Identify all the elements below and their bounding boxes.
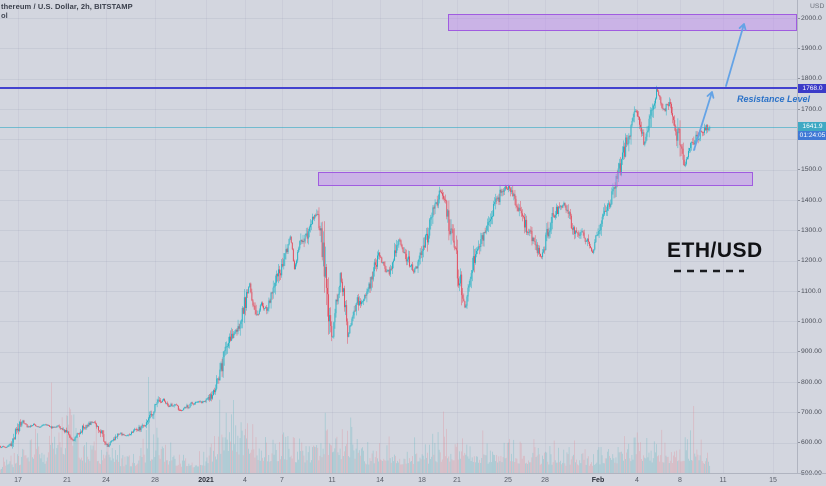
price-tick-label: 900.00	[798, 348, 826, 355]
bar-countdown-label: 01:24:05	[798, 131, 826, 141]
time-tick-label: 14	[376, 477, 384, 484]
price-tick-label: 1800.0	[798, 75, 826, 82]
price-tick-label: 1400.0	[798, 197, 826, 204]
current-price-line	[0, 127, 797, 128]
price-tick-label: 1500.0	[798, 166, 826, 173]
time-axis[interactable]: 17 21 24 28 2021 4 7 11 14 18 21 25 28 Feb 4 8 11 15	[0, 473, 826, 486]
volume-indicator-label: ol	[1, 11, 8, 20]
projection-arrow-2[interactable]	[725, 23, 747, 87]
eth-usd-dashed-underline	[674, 269, 744, 273]
time-tick-label: 8	[678, 477, 682, 484]
time-tick-label: 21	[63, 477, 71, 484]
price-tick-label: 1300.0	[798, 227, 826, 234]
price-chart-canvas[interactable]	[0, 0, 797, 473]
time-tick-label: 24	[102, 477, 110, 484]
upper-target-zone[interactable]	[448, 14, 797, 31]
time-tick-label: Feb	[591, 477, 605, 484]
price-tick-label: 1900.0	[798, 45, 826, 52]
price-tick-label: 600.00	[798, 439, 826, 446]
time-tick-label: 25	[504, 477, 512, 484]
price-tick-label: 1000.0	[798, 318, 826, 325]
price-tick-label: 1200.0	[798, 257, 826, 264]
price-axis[interactable]: USD 1768.0 1641.9 01:24:05 2000.0 1900.0 1…	[797, 0, 826, 477]
time-tick-label: 21	[453, 477, 461, 484]
projection-arrow-1[interactable]	[693, 91, 715, 151]
price-tick-label: 1100.0	[798, 288, 826, 295]
price-tick-label: 800.00	[798, 379, 826, 386]
eth-usd-label[interactable]: ETH/USD	[667, 239, 763, 262]
price-tick-label: 700.00	[798, 409, 826, 416]
resistance-line[interactable]	[0, 87, 797, 90]
time-tick-label: 2021	[198, 477, 214, 484]
price-axis-unit-label: USD	[810, 3, 825, 10]
projection-arrows[interactable]	[0, 0, 797, 473]
resistance-level-label[interactable]: Resistance Level	[737, 94, 811, 105]
time-tick-label: 28	[541, 477, 549, 484]
breakout-retest-zone[interactable]	[318, 172, 753, 187]
time-tick-label: 11	[719, 477, 727, 484]
time-tick-label: 4	[243, 477, 247, 484]
time-tick-label: 11	[328, 477, 336, 484]
resistance-price-label: 1768.0	[798, 83, 826, 93]
symbol-title: thereum / U.S. Dollar, 2h, BITSTAMP	[1, 2, 133, 11]
time-tick-label: 4	[635, 477, 639, 484]
price-tick-label: 2000.0	[798, 15, 826, 22]
time-tick-label: 17	[14, 477, 22, 484]
price-tick-label: 1700.0	[798, 106, 826, 113]
time-tick-label: 18	[418, 477, 426, 484]
time-tick-label: 28	[151, 477, 159, 484]
time-tick-label: 15	[769, 477, 777, 484]
time-tick-label: 7	[280, 477, 284, 484]
current-price-label: 1641.9	[798, 122, 826, 132]
